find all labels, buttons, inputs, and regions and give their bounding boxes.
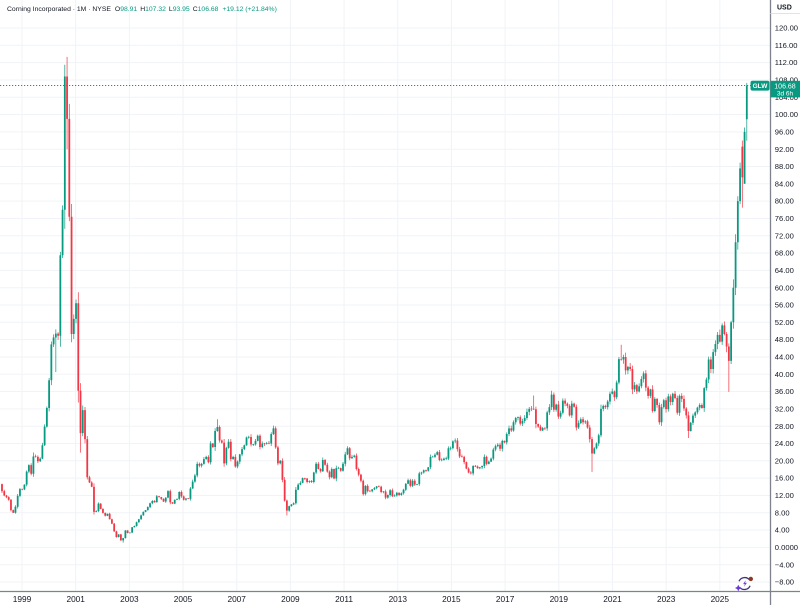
svg-text:2015: 2015 bbox=[442, 594, 461, 604]
svg-text:24.00: 24.00 bbox=[775, 439, 794, 448]
svg-text:2019: 2019 bbox=[550, 594, 569, 604]
svg-text:92.00: 92.00 bbox=[775, 145, 794, 154]
svg-text:2025: 2025 bbox=[711, 594, 730, 604]
svg-text:2009: 2009 bbox=[281, 594, 300, 604]
svg-text:60.00: 60.00 bbox=[775, 283, 794, 292]
svg-text:2021: 2021 bbox=[603, 594, 622, 604]
svg-text:2005: 2005 bbox=[174, 594, 193, 604]
svg-text:3d 6h: 3d 6h bbox=[777, 91, 794, 98]
svg-text:68.00: 68.00 bbox=[775, 249, 794, 258]
svg-text:84.00: 84.00 bbox=[775, 179, 794, 188]
svg-text:2001: 2001 bbox=[66, 594, 85, 604]
svg-text:112.00: 112.00 bbox=[775, 58, 798, 67]
svg-text:64.00: 64.00 bbox=[775, 266, 794, 275]
svg-text:44.00: 44.00 bbox=[775, 353, 794, 362]
svg-text:88.00: 88.00 bbox=[775, 162, 794, 171]
svg-text:48.00: 48.00 bbox=[775, 335, 794, 344]
svg-text:12.00: 12.00 bbox=[775, 491, 794, 500]
svg-text:2013: 2013 bbox=[389, 594, 408, 604]
svg-text:−8.00: −8.00 bbox=[775, 578, 794, 587]
svg-text:106.68: 106.68 bbox=[774, 83, 796, 90]
svg-text:28.00: 28.00 bbox=[775, 422, 794, 431]
svg-text:−4.00: −4.00 bbox=[775, 560, 794, 569]
svg-text:116.00: 116.00 bbox=[775, 41, 798, 50]
svg-text:76.00: 76.00 bbox=[775, 214, 794, 223]
svg-text:USD: USD bbox=[777, 5, 792, 12]
svg-text:120.00: 120.00 bbox=[775, 24, 798, 33]
svg-text:40.00: 40.00 bbox=[775, 370, 794, 379]
svg-text:36.00: 36.00 bbox=[775, 387, 794, 396]
svg-text:2017: 2017 bbox=[496, 594, 515, 604]
svg-text:32.00: 32.00 bbox=[775, 404, 794, 413]
svg-text:96.00: 96.00 bbox=[775, 127, 794, 136]
svg-text:GLW: GLW bbox=[753, 83, 769, 90]
svg-text:72.00: 72.00 bbox=[775, 231, 794, 240]
svg-text:52.00: 52.00 bbox=[775, 318, 794, 327]
svg-text:56.00: 56.00 bbox=[775, 301, 794, 310]
svg-text:100.00: 100.00 bbox=[775, 110, 798, 119]
svg-text:80.00: 80.00 bbox=[775, 197, 794, 206]
svg-text:16.00: 16.00 bbox=[775, 474, 794, 483]
svg-text:2011: 2011 bbox=[335, 594, 353, 604]
svg-text:4.00: 4.00 bbox=[775, 526, 790, 535]
svg-text:1999: 1999 bbox=[13, 594, 32, 604]
svg-text:Corning Incorporated · 1M · NY: Corning Incorporated · 1M · NYSEO98.91H1… bbox=[7, 6, 277, 13]
svg-text:20.00: 20.00 bbox=[775, 456, 794, 465]
svg-text:0.0000: 0.0000 bbox=[775, 543, 798, 552]
svg-text:2003: 2003 bbox=[120, 594, 139, 604]
svg-text:2007: 2007 bbox=[227, 594, 246, 604]
svg-text:2023: 2023 bbox=[657, 594, 676, 604]
svg-text:8.00: 8.00 bbox=[775, 508, 790, 517]
